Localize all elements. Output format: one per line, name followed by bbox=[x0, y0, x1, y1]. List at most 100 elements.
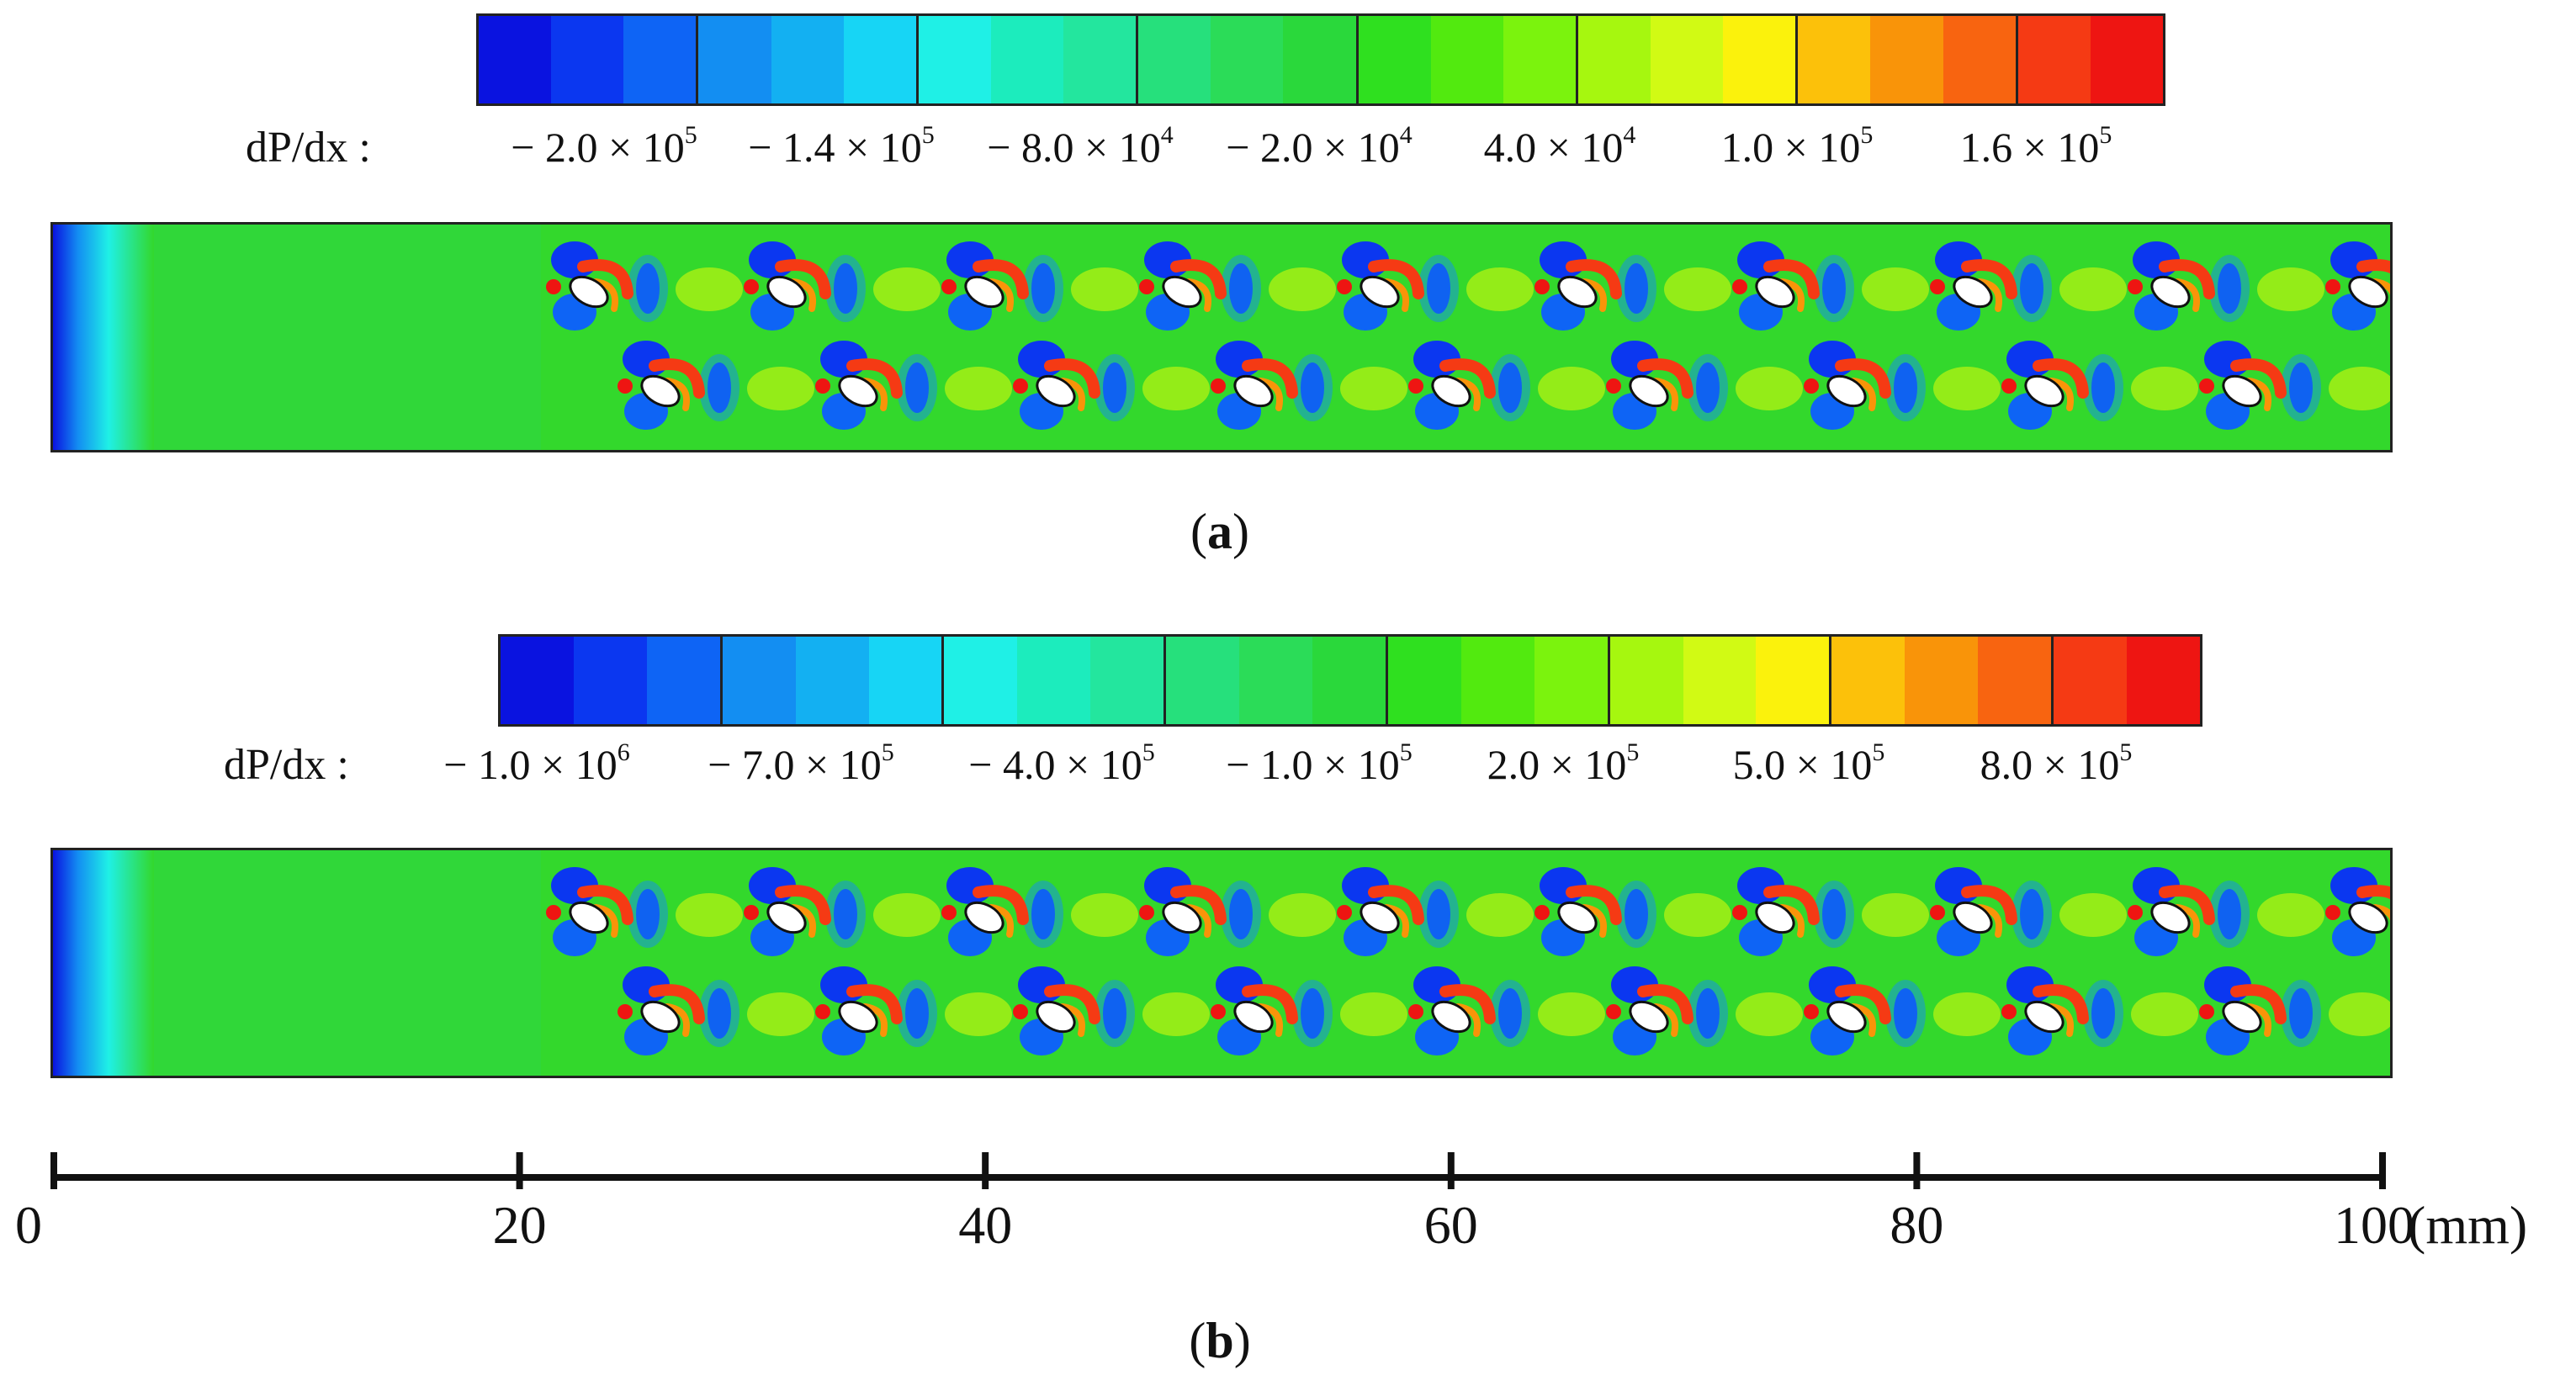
scale-tick-label: 60 bbox=[1423, 1195, 1478, 1255]
colorbar-segment bbox=[1312, 637, 1386, 724]
colorbar-b-label: dP/dx : bbox=[224, 741, 349, 789]
colorbar-segment bbox=[1756, 637, 1830, 724]
obstacle-cluster bbox=[1408, 966, 1605, 1055]
colorbar-segment bbox=[1430, 16, 1503, 103]
obstacle-cluster bbox=[1534, 867, 1731, 956]
upstream-region bbox=[154, 850, 541, 1076]
obstacle-cluster bbox=[1408, 341, 1605, 430]
colorbar-segment bbox=[1163, 637, 1240, 724]
obstacle-cluster bbox=[1211, 966, 1407, 1055]
obstacle-cluster bbox=[2199, 341, 2390, 430]
colorbar-segment bbox=[1651, 16, 1724, 103]
obstacle-cluster bbox=[815, 341, 1012, 430]
obstacle-cluster bbox=[2325, 867, 2390, 956]
colorbar-segment bbox=[1829, 637, 1905, 724]
colorbar-segment bbox=[696, 16, 771, 103]
obstacle-cluster bbox=[1139, 867, 1336, 956]
scale-tick-label: 100 bbox=[2334, 1195, 2414, 1255]
colorbar-segment bbox=[1063, 16, 1137, 103]
obstacle-cluster bbox=[1211, 341, 1407, 430]
colorbar-segment bbox=[1017, 637, 1091, 724]
obstacle-cluster bbox=[941, 241, 1138, 331]
obstacle-cluster bbox=[1804, 341, 2001, 430]
obstacle-cluster bbox=[1930, 241, 2127, 331]
scale-tick-label: 80 bbox=[1890, 1195, 1944, 1255]
colorbar-segment bbox=[551, 16, 624, 103]
scale-tick-label: 40 bbox=[958, 1195, 1013, 1255]
colorbar-segment bbox=[1211, 16, 1284, 103]
obstacle-cluster bbox=[1732, 241, 1929, 331]
colorbar-segment bbox=[1978, 637, 2052, 724]
colorbar-segment bbox=[1607, 637, 1683, 724]
colorbar-tick-label: − 8.0 × 104 bbox=[987, 121, 1174, 172]
colorbar-segment bbox=[1943, 16, 2016, 103]
obstacle-cluster bbox=[617, 341, 814, 430]
colorbar-tick-label: − 1.0 × 105 bbox=[1226, 738, 1413, 789]
colorbar-tick-label: 4.0 × 104 bbox=[1483, 121, 1636, 172]
colorbar-tick-label: 2.0 × 105 bbox=[1487, 738, 1640, 789]
colorbar-segment bbox=[501, 637, 574, 724]
colorbar-tick-label: − 1.0 × 106 bbox=[443, 738, 630, 789]
colorbar-segment bbox=[2015, 16, 2091, 103]
colorbar-segment bbox=[1090, 637, 1164, 724]
caption-a: (a) bbox=[1190, 504, 1249, 559]
obstacle-cluster bbox=[744, 867, 941, 956]
colorbar-a bbox=[476, 13, 2165, 106]
inlet-gradient bbox=[53, 225, 154, 450]
obstacle-cluster bbox=[1534, 241, 1731, 331]
obstacle-cluster bbox=[744, 241, 941, 331]
colorbar-segment bbox=[1283, 16, 1356, 103]
obstacle-cluster bbox=[815, 966, 1012, 1055]
colorbar-segment bbox=[2126, 637, 2200, 724]
colorbar-tick-label: − 7.0 × 105 bbox=[708, 738, 894, 789]
colorbar-segment bbox=[990, 16, 1063, 103]
colorbar-segment bbox=[868, 637, 942, 724]
colorbar-segment bbox=[623, 16, 697, 103]
colorbar-tick-label: 8.0 × 105 bbox=[1980, 738, 2133, 789]
colorbar-segment bbox=[719, 637, 796, 724]
colorbar-tick-label: − 2.0 × 105 bbox=[511, 121, 697, 172]
colorbar-segment bbox=[1723, 16, 1796, 103]
colorbar-tick-label: − 4.0 × 105 bbox=[968, 738, 1155, 789]
inlet-gradient bbox=[53, 850, 154, 1076]
colorbar-segment bbox=[1795, 16, 1871, 103]
scale-unit: (mm) bbox=[2408, 1195, 2528, 1255]
pressure-gradient-field-a bbox=[50, 222, 2393, 452]
colorbar-tick-label: 1.0 × 105 bbox=[1720, 121, 1874, 172]
scale-tick-label: 0 bbox=[15, 1195, 42, 1255]
colorbar-segment bbox=[1905, 637, 1979, 724]
obstacle-cluster bbox=[1013, 966, 1210, 1055]
colorbar-segment bbox=[843, 16, 916, 103]
colorbar-tick-label: − 2.0 × 104 bbox=[1226, 121, 1413, 172]
scale-bar bbox=[50, 1152, 2386, 1189]
colorbar-segment bbox=[1136, 16, 1211, 103]
colorbar-segment bbox=[646, 637, 720, 724]
colorbar-tick-label: 5.0 × 105 bbox=[1732, 738, 1885, 789]
obstacle-cluster bbox=[546, 867, 743, 956]
obstacle-cluster bbox=[2128, 241, 2324, 331]
colorbar-segment bbox=[1355, 16, 1431, 103]
colorbar-segment bbox=[771, 16, 844, 103]
colorbar-segment bbox=[2051, 637, 2127, 724]
obstacle-cluster bbox=[1804, 966, 2001, 1055]
colorbar-b bbox=[498, 634, 2202, 727]
obstacle-cluster bbox=[2128, 867, 2324, 956]
field-a-svg bbox=[53, 225, 2390, 450]
scale-tick-label: 20 bbox=[492, 1195, 547, 1255]
obstacle-cluster bbox=[1139, 241, 1336, 331]
obstacle-cluster bbox=[546, 241, 743, 331]
obstacle-cluster bbox=[2001, 341, 2198, 430]
upstream-region bbox=[154, 225, 541, 450]
obstacle-cluster bbox=[1606, 341, 1803, 430]
obstacle-cluster bbox=[1732, 867, 1929, 956]
colorbar-segment bbox=[941, 637, 1018, 724]
colorbar-segment bbox=[479, 16, 552, 103]
colorbar-segment bbox=[1385, 637, 1461, 724]
obstacle-cluster bbox=[1337, 867, 1534, 956]
colorbar-tick-label: 1.6 × 105 bbox=[1959, 121, 2112, 172]
colorbar-segment bbox=[1460, 637, 1534, 724]
caption-b: (b) bbox=[1189, 1313, 1251, 1368]
colorbar-segment bbox=[795, 637, 869, 724]
obstacle-cluster bbox=[1013, 341, 1210, 430]
obstacle-cluster bbox=[1930, 867, 2127, 956]
